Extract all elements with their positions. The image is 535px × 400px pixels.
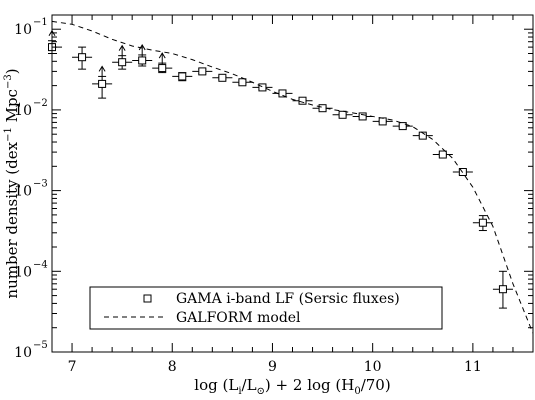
x-axis-title-part: /L [242, 376, 257, 394]
data-point [318, 104, 327, 113]
y-axis-title-part: number density (dex [3, 141, 21, 298]
y-tick-label: 10 [14, 22, 32, 38]
data-point [238, 78, 247, 87]
lower-limit-arrow-head [138, 43, 146, 51]
x-axis-ticks: 7 8 9 10 11 [68, 15, 534, 375]
x-axis-title-part: log (L [194, 376, 238, 394]
legend-label-data: GAMA i-band LF (Sersic fluxes) [176, 291, 400, 307]
data-point [178, 72, 187, 81]
data-point [138, 56, 147, 65]
data-point [98, 79, 107, 88]
error-bars-layer [48, 40, 513, 309]
x-axis-title: log (Li/L⊙) + 2 log (H0/70) [194, 376, 390, 397]
y-tick-label: 10 [14, 264, 32, 280]
y-tick-exponent: −3 [33, 179, 48, 190]
legend-label-model: GALFORM model [176, 310, 301, 326]
x-axis-title-part: ) + 2 log (H [265, 376, 354, 394]
y-tick-base: 10 [14, 22, 32, 38]
data-point [78, 53, 87, 62]
data-point [298, 96, 307, 105]
data-point [118, 58, 127, 67]
legend-box [89, 286, 443, 330]
y-tick-exponent: −5 [33, 340, 48, 351]
lower-limit-arrow-head [118, 44, 126, 51]
y-tick-label: 10 [14, 345, 32, 361]
y-axis-title-superscript: −3 [3, 74, 14, 89]
x-axis-title-subscript: 0 [354, 386, 360, 397]
x-axis-title-subscript: ⊙ [257, 386, 265, 397]
legend-square-marker [143, 294, 152, 303]
lower-limit-arrow-head [158, 52, 166, 59]
data-point [438, 150, 447, 159]
y-axis-ticks: 10−510−410−310−210−1 [14, 17, 533, 361]
data-point [338, 110, 347, 119]
y-tick-base: 10 [14, 264, 32, 280]
y-axis-title-superscript: −1 [3, 127, 14, 142]
data-point [158, 64, 167, 73]
data-point [218, 73, 227, 82]
y-axis-title-part: ) [3, 68, 21, 74]
y-tick-exponent: −2 [33, 98, 48, 109]
y-tick-exponent: −1 [33, 17, 48, 28]
x-axis-title-subscript: i [238, 386, 241, 397]
data-point [278, 89, 287, 98]
y-tick-base: 10 [14, 103, 32, 119]
y-axis-title: number density (dex−1 Mpc−3) [3, 68, 21, 298]
lower-limit-arrow-head [98, 65, 106, 72]
x-tick-label: 7 [68, 359, 77, 375]
y-tick-base: 10 [14, 345, 32, 361]
data-point [378, 117, 387, 126]
y-axis-title-part: Mpc [3, 89, 21, 127]
y-tick-base: 10 [14, 184, 32, 200]
data-point [478, 218, 487, 227]
x-tick-label: 10 [364, 359, 382, 375]
data-point [398, 122, 407, 131]
data-point [498, 285, 507, 294]
data-markers-layer [48, 43, 507, 294]
legend: GAMA i-band LF (Sersic fluxes) GALFORM m… [89, 286, 443, 330]
data-point [418, 131, 427, 140]
x-tick-label: 11 [464, 359, 482, 375]
data-point [258, 83, 267, 92]
x-tick-label: 9 [268, 359, 277, 375]
data-point [358, 112, 367, 121]
x-tick-label: 8 [168, 359, 177, 375]
y-tick-exponent: −4 [33, 259, 48, 270]
galform-model-line [51, 20, 534, 334]
data-point [198, 67, 207, 76]
x-axis-title-part: /70) [361, 376, 391, 394]
y-tick-label: 10 [14, 184, 32, 200]
y-tick-label: 10 [14, 103, 32, 119]
